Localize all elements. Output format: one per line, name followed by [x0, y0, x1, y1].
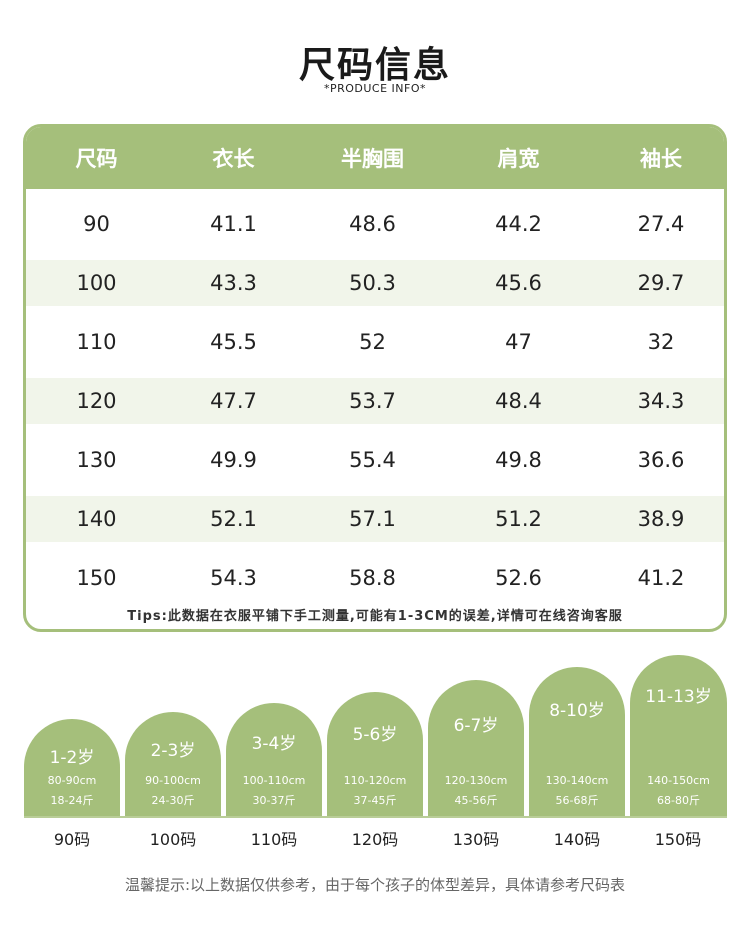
- cell-size: 90: [83, 212, 110, 236]
- age-range: 8-10岁: [549, 701, 605, 721]
- cell-shoulder: 47: [505, 330, 532, 354]
- header-shoulder: 肩宽: [497, 147, 540, 171]
- table-row: 140 52.1 57.1 51.2 38.9: [26, 496, 724, 542]
- weight-range: 37-45斤: [353, 794, 397, 807]
- size-guide-card-1: 1-2岁 80-90cm 18-24斤: [24, 719, 120, 816]
- age-range: 5-6岁: [352, 725, 398, 745]
- cell-sleeve: 34.3: [637, 389, 685, 413]
- height-range: 140-150cm: [647, 774, 710, 787]
- weight-range: 45-56斤: [454, 794, 498, 807]
- cell-length: 49.9: [210, 448, 257, 472]
- size-code: 140码: [553, 830, 601, 849]
- height-range: 120-130cm: [444, 774, 508, 787]
- size-code: 110码: [250, 830, 298, 849]
- cell-length: 52.1: [210, 507, 257, 531]
- cell-shoulder: 45.6: [495, 271, 542, 295]
- cell-chest: 58.8: [349, 566, 396, 590]
- cell-shoulder: 51.2: [495, 507, 542, 531]
- size-guide-card-3: 3-4岁 100-110cm 30-37斤: [226, 703, 322, 816]
- height-range: 130-140cm: [545, 774, 609, 787]
- cell-chest: 55.4: [349, 448, 396, 472]
- divider: [24, 816, 727, 818]
- table-header: 尺码 衣长 半胸围 肩宽 袖长: [26, 127, 724, 189]
- reference-note: 温馨提示:以上数据仅供参考，由于每个孩子的体型差异，具体请参考尺码表: [124, 876, 626, 894]
- cell-size: 140: [76, 507, 117, 531]
- page-subtitle: *PRODUCE INFO*: [323, 82, 427, 95]
- age-range: 2-3岁: [150, 741, 196, 761]
- height-range: 110-120cm: [343, 774, 407, 787]
- height-range: 80-90cm: [47, 774, 97, 787]
- cell-sleeve: 27.4: [637, 212, 685, 236]
- size-guide-card-4: 5-6岁 110-120cm 37-45斤: [327, 692, 423, 816]
- cell-length: 47.7: [210, 389, 257, 413]
- size-guide-card-2: 2-3岁 90-100cm 24-30斤: [125, 712, 221, 816]
- table-row: 130 49.9 55.4 49.8 36.6: [26, 437, 724, 483]
- weight-range: 24-30斤: [151, 794, 195, 807]
- size-code: 150码: [654, 830, 702, 849]
- header-chest: 半胸围: [341, 147, 404, 171]
- cell-chest: 50.3: [349, 271, 396, 295]
- header-sleeve: 袖长: [640, 147, 682, 171]
- table-row: 90 41.1 48.6 44.2 27.4: [26, 201, 724, 247]
- cell-sleeve: 29.7: [637, 271, 685, 295]
- size-guide-card-5: 6-7岁 120-130cm 45-56斤: [428, 680, 524, 816]
- cell-length: 41.1: [210, 212, 257, 236]
- header-size: 尺码: [75, 147, 118, 171]
- height-range: 100-110cm: [242, 774, 306, 787]
- cell-size: 130: [76, 448, 117, 472]
- cell-length: 45.5: [210, 330, 257, 354]
- cell-chest: 52: [359, 330, 386, 354]
- cell-chest: 53.7: [349, 389, 396, 413]
- cell-length: 43.3: [210, 271, 257, 295]
- age-range: 11-13岁: [645, 687, 712, 707]
- header-length: 衣长: [212, 147, 255, 171]
- measurement-tips: Tips:此数据在衣服平铺下手工测量,可能有1-3CM的误差,详情可在线咨询客服: [127, 609, 623, 624]
- age-range: 6-7岁: [453, 716, 499, 736]
- cell-sleeve: 32: [647, 330, 675, 354]
- size-guide-card-7: 11-13岁 140-150cm 68-80斤: [630, 655, 727, 816]
- size-code: 130码: [452, 830, 500, 849]
- cell-length: 54.3: [210, 566, 257, 590]
- table-row: 150 54.3 58.8 52.6 41.2: [26, 555, 724, 601]
- table-row: 100 43.3 50.3 45.6 29.7: [26, 260, 724, 306]
- cell-shoulder: 48.4: [495, 389, 542, 413]
- size-code: 90码: [53, 830, 91, 849]
- cell-sleeve: 36.6: [637, 448, 685, 472]
- weight-range: 68-80斤: [657, 794, 700, 807]
- cell-sleeve: 38.9: [637, 507, 685, 531]
- age-range: 3-4岁: [251, 734, 297, 754]
- cell-chest: 48.6: [349, 212, 396, 236]
- cell-size: 100: [76, 271, 117, 295]
- cell-shoulder: 52.6: [495, 566, 542, 590]
- cell-size: 150: [76, 566, 117, 590]
- table-row: 110 45.5 52 47 32: [26, 319, 724, 365]
- cell-size: 120: [76, 389, 117, 413]
- weight-range: 30-37斤: [252, 794, 296, 807]
- page-title: 尺码信息: [298, 45, 451, 86]
- size-code: 100码: [149, 830, 197, 849]
- size-guide-card-6: 8-10岁 130-140cm 56-68斤: [529, 667, 625, 816]
- table-row: 120 47.7 53.7 48.4 34.3: [26, 378, 724, 424]
- size-table: 尺码 衣长 半胸围 肩宽 袖长 90 41.1 48.6 44.2 27.4 1…: [23, 124, 727, 632]
- cell-shoulder: 49.8: [495, 448, 542, 472]
- cell-sleeve: 41.2: [637, 566, 685, 590]
- height-range: 90-100cm: [145, 774, 201, 787]
- weight-range: 18-24斤: [50, 794, 94, 807]
- cell-chest: 57.1: [349, 507, 396, 531]
- size-code: 120码: [351, 830, 399, 849]
- cell-shoulder: 44.2: [495, 212, 542, 236]
- cell-size: 110: [76, 330, 117, 354]
- weight-range: 56-68斤: [555, 794, 599, 807]
- age-range: 1-2岁: [49, 748, 95, 768]
